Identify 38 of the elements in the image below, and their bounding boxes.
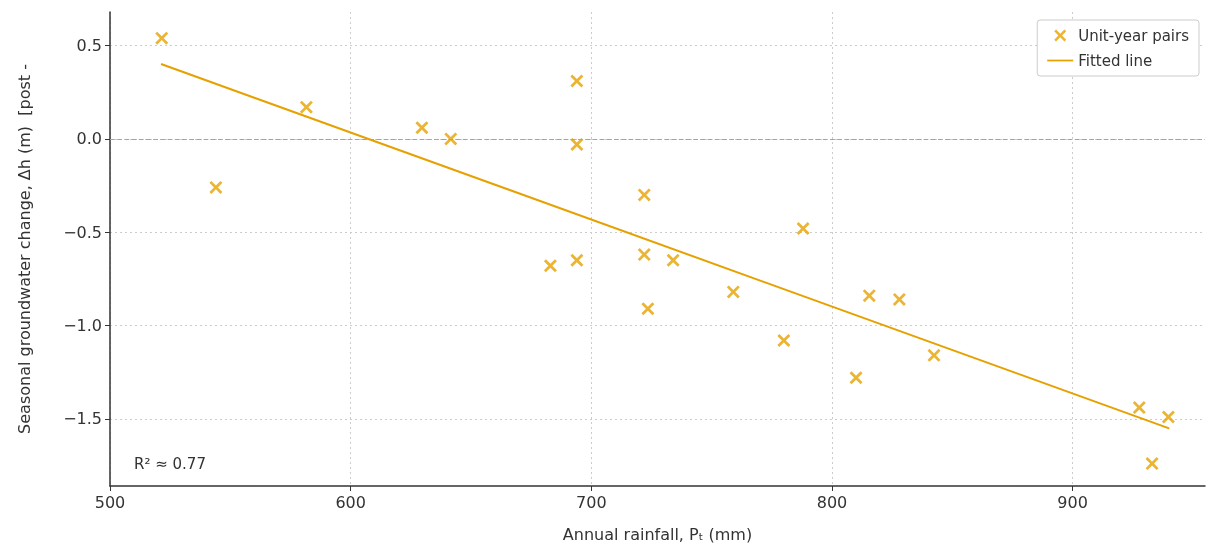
point [1161,410,1175,424]
point [849,371,863,385]
point [415,121,429,135]
legend-label: Unit-year pairs [1078,26,1190,45]
y-tick-label: −1.0 [63,316,102,336]
point [543,259,557,273]
point [777,333,791,347]
point [1145,457,1159,471]
x-tick-label: 700 [576,492,607,512]
point [209,180,223,194]
point [637,188,651,202]
point [862,289,876,303]
point [299,100,313,114]
point [570,74,584,88]
point [1132,401,1146,415]
point [155,31,169,45]
point [726,285,740,299]
annotation: R² ≈ 0.77 [134,454,206,473]
y-tick-label: −1.5 [63,409,102,429]
point [570,253,584,267]
x-tick-label: 800 [816,492,848,512]
point [637,248,651,262]
y-axis-title: Seasonal groundwater change, Δh (m) [post - [14,64,34,434]
point [641,302,655,316]
y-tick-label: 0.5 [76,36,102,56]
x-tick-label: 600 [335,492,366,512]
x-axis-title: Annual rainfall, Pₜ (mm) [562,524,753,544]
point [892,292,906,306]
point [570,138,584,151]
point [927,348,941,362]
point [444,132,458,146]
x-tick-label: 900 [1057,492,1088,512]
point [666,253,680,267]
y-tick-label: 0.0 [76,129,102,149]
point [796,221,810,235]
y-tick-label: −0.5 [63,222,102,242]
legend-label: Fitted line [1078,51,1153,70]
x-tick-label: 500 [94,492,126,512]
